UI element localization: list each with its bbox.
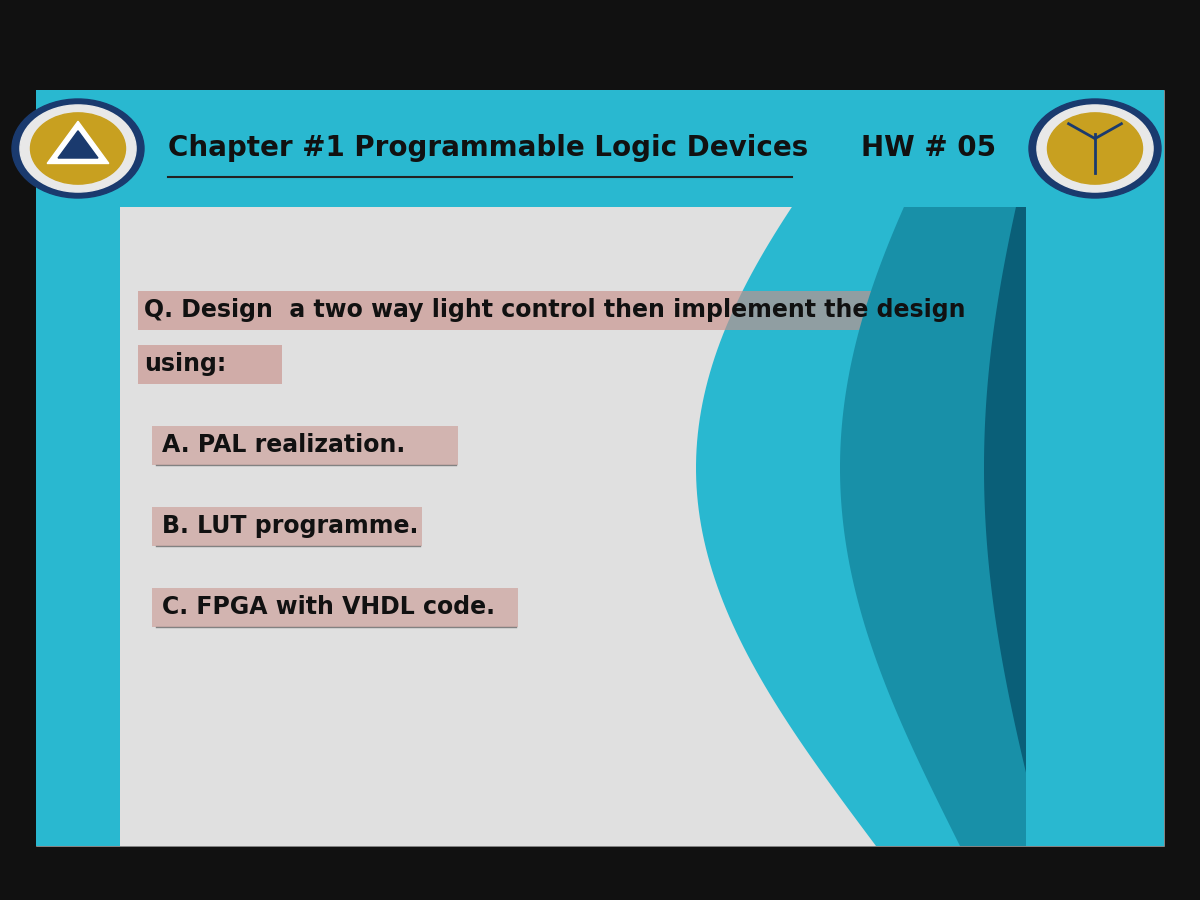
- FancyBboxPatch shape: [138, 345, 282, 384]
- Circle shape: [1037, 105, 1153, 192]
- Circle shape: [1030, 99, 1162, 198]
- FancyBboxPatch shape: [138, 291, 954, 330]
- Text: A. PAL realization.: A. PAL realization.: [162, 434, 406, 457]
- Polygon shape: [840, 90, 1026, 846]
- Circle shape: [20, 105, 136, 192]
- Circle shape: [30, 112, 126, 184]
- Polygon shape: [58, 130, 98, 158]
- Text: Chapter #1 Programmable Logic Devices: Chapter #1 Programmable Logic Devices: [168, 134, 809, 163]
- Text: B. LUT programme.: B. LUT programme.: [162, 515, 419, 538]
- FancyBboxPatch shape: [152, 507, 422, 546]
- Circle shape: [12, 99, 144, 198]
- Text: Q. Design  a two way light control then implement the design: Q. Design a two way light control then i…: [144, 299, 966, 322]
- Polygon shape: [47, 122, 109, 164]
- Text: C. FPGA with VHDL code.: C. FPGA with VHDL code.: [162, 596, 496, 619]
- FancyBboxPatch shape: [152, 588, 518, 627]
- Text: using:: using:: [144, 353, 227, 376]
- FancyBboxPatch shape: [36, 90, 1164, 207]
- Polygon shape: [696, 90, 1026, 846]
- Text: HW # 05: HW # 05: [860, 134, 996, 163]
- FancyBboxPatch shape: [36, 90, 1164, 846]
- FancyBboxPatch shape: [1026, 90, 1164, 846]
- FancyBboxPatch shape: [1026, 90, 1164, 846]
- Circle shape: [1048, 112, 1142, 184]
- FancyBboxPatch shape: [152, 426, 458, 465]
- Polygon shape: [984, 90, 1044, 846]
- FancyBboxPatch shape: [36, 90, 120, 846]
